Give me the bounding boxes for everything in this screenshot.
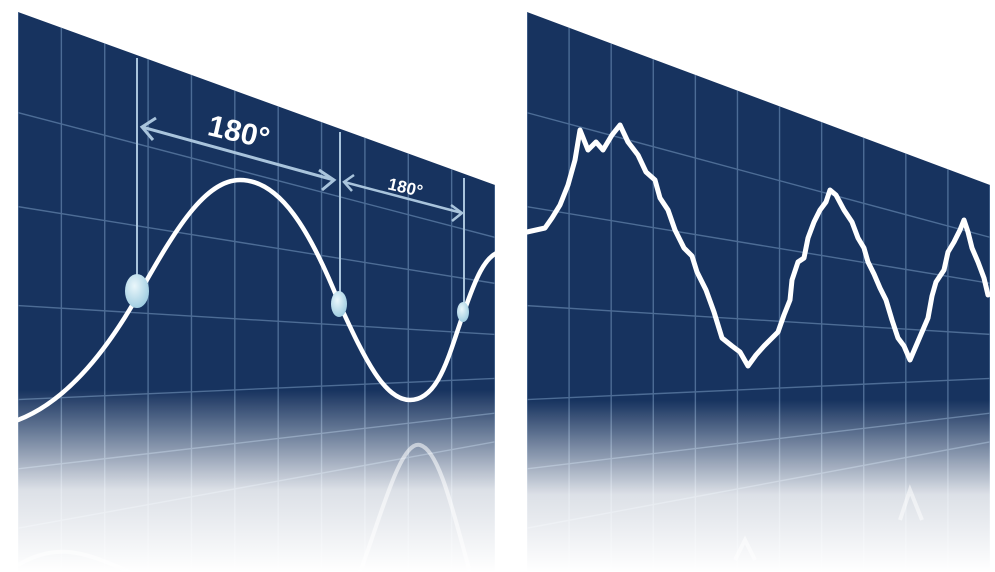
- gridR-hline: [527, 204, 990, 286]
- left-panel: 180° 180°: [18, 12, 495, 572]
- left-marker-dot-3: [457, 302, 469, 322]
- gridR-hline: [527, 304, 990, 336]
- gridR-hline: [527, 377, 990, 401]
- left-marker-dot-1: [125, 274, 149, 308]
- gridL-hline: [18, 109, 495, 241]
- left-arrow-1: [139, 116, 337, 192]
- gridL-hline: [18, 204, 495, 286]
- left-floor-fade: [18, 390, 495, 572]
- gridR-hline: [527, 109, 990, 241]
- gridL-hline: [18, 304, 495, 336]
- left-marker-dot-2: [331, 291, 347, 317]
- right-panel: [524, 12, 991, 572]
- right-floor-fade: [527, 400, 990, 572]
- right-distorted-wave: [524, 122, 991, 369]
- left-arrow-2: [342, 173, 465, 222]
